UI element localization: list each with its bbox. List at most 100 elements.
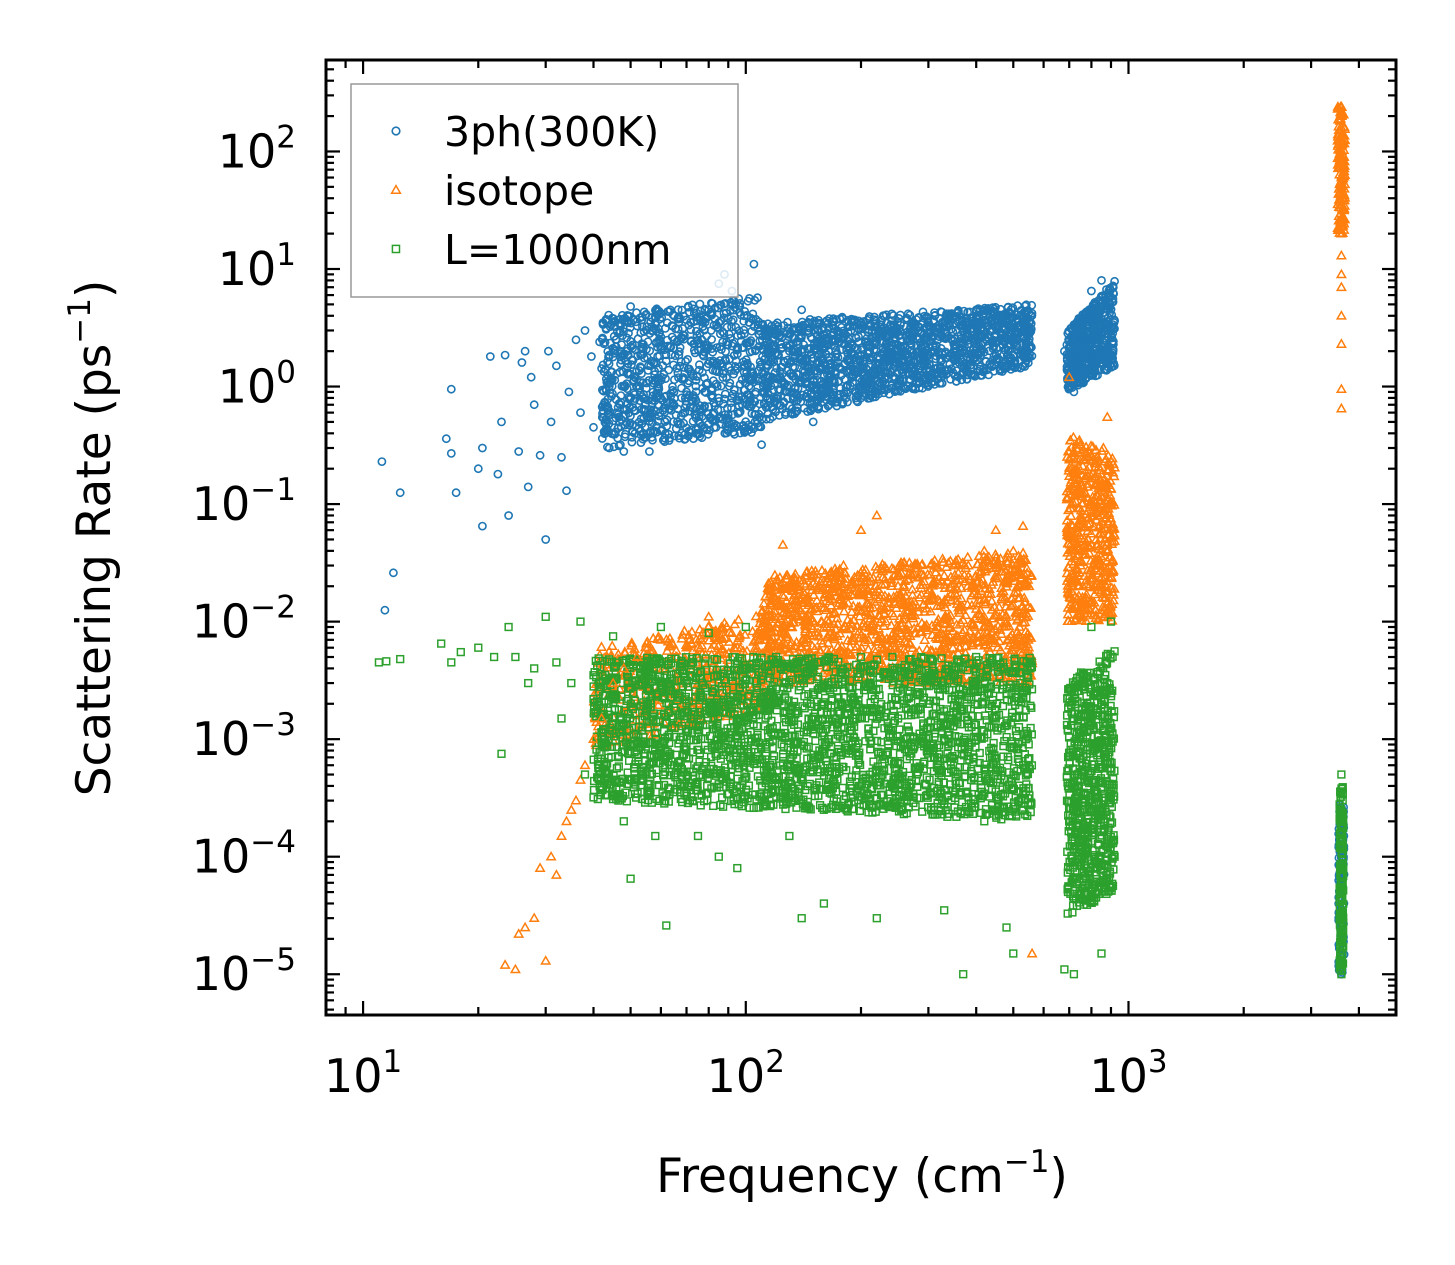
- isotope-cloud-point: [895, 620, 907, 630]
- isotope-cloud-point: [1071, 527, 1083, 537]
- isotope-cloud-point: [974, 604, 986, 615]
- isotope-cloud-point: [926, 578, 938, 589]
- isotope-cloud-point: [823, 615, 835, 626]
- isotope-cloud-point: [1063, 572, 1075, 582]
- isotope-cloud-point: [749, 634, 761, 645]
- isotope-cloud-point: [751, 642, 763, 653]
- isotope-cloud-point: [799, 625, 811, 636]
- isotope-cloud-point: [1338, 162, 1350, 173]
- isotope-cloud-point: [811, 594, 823, 605]
- isotope-cloud-point: [993, 601, 1005, 612]
- isotope-cloud-point: [815, 597, 827, 608]
- isotope-cloud-point: [1083, 547, 1095, 558]
- isotope-cloud-point: [1006, 592, 1017, 602]
- isotope-cloud-point: [886, 580, 898, 590]
- isotope-cloud-point: [1072, 488, 1084, 498]
- isotope-cloud-point: [999, 565, 1011, 576]
- isotope-cloud-point: [1064, 434, 1076, 445]
- isotope-cloud-point: [998, 672, 1009, 682]
- isotope-cloud-point: [1018, 592, 1030, 602]
- isotope-cloud-point: [696, 639, 708, 650]
- isotope-cloud-point: [596, 641, 607, 651]
- isotope-cloud-point: [766, 595, 777, 605]
- isotope-cloud-point: [862, 643, 874, 654]
- isotope-cloud-point: [942, 648, 954, 659]
- isotope-cloud-point: [1093, 528, 1105, 539]
- isotope-cloud-point: [937, 556, 949, 567]
- isotope-cloud-point: [1001, 575, 1013, 586]
- isotope-cloud-point: [763, 643, 774, 654]
- isotope-cloud-point: [790, 607, 802, 618]
- isotope-cloud-point: [1106, 582, 1118, 592]
- isotope-cloud-point: [1096, 468, 1108, 479]
- isotope-cloud-point: [962, 551, 974, 562]
- isotope-cloud-point: [837, 646, 849, 656]
- isotope-cloud-point: [748, 636, 760, 646]
- isotope-cloud-point: [1014, 646, 1026, 656]
- isotope-cloud-point: [626, 640, 638, 650]
- isotope-cloud-point: [1010, 610, 1022, 621]
- isotope-cloud-point: [1025, 602, 1037, 613]
- isotope-cloud-point: [952, 553, 964, 564]
- isotope-cloud-point: [1066, 577, 1078, 588]
- isotope-cloud-point: [1097, 601, 1109, 611]
- isotope-cloud-point: [901, 606, 913, 616]
- isotope-cloud-point: [768, 605, 780, 616]
- isotope-cloud-point: [876, 579, 888, 589]
- isotope-cloud-point: [780, 639, 792, 649]
- isotope-cloud-point: [839, 620, 851, 631]
- isotope-cloud-point: [1064, 550, 1076, 561]
- isotope-cloud-point: [1061, 567, 1073, 578]
- isotope-cloud-point: [842, 614, 854, 624]
- isotope-cloud-point: [983, 555, 995, 565]
- isotope-cloud-point: [1107, 458, 1119, 468]
- isotope-cloud-point: [765, 610, 777, 620]
- isotope-cloud-point: [1103, 572, 1115, 583]
- isotope-cloud-point: [980, 638, 992, 649]
- isotope-cloud-point: [1085, 495, 1097, 506]
- isotope-cloud-point: [1013, 604, 1024, 615]
- isotope-cloud-point: [956, 626, 968, 637]
- isotope-cloud-point: [1102, 529, 1114, 539]
- isotope-cloud-point: [777, 589, 788, 600]
- isotope-cloud-point: [945, 588, 957, 599]
- isotope-cloud-point: [796, 641, 808, 651]
- isotope-cloud-point: [1062, 615, 1074, 625]
- isotope-cloud-point: [776, 579, 788, 590]
- isotope-cloud-point: [850, 578, 862, 588]
- isotope-cloud-point: [894, 635, 906, 646]
- isotope-cloud-point: [873, 622, 885, 633]
- isotope-cloud-point: [1093, 543, 1105, 553]
- isotope-cloud-point: [806, 640, 818, 650]
- isotope-cloud-point: [1019, 640, 1031, 650]
- isotope-cloud-point: [881, 601, 893, 611]
- isotope-cloud-point: [723, 636, 735, 646]
- isotope-cloud-point: [1098, 588, 1110, 598]
- isotope-cloud-point: [1098, 561, 1110, 571]
- isotope-cloud-point: [943, 622, 955, 633]
- isotope-cloud-point: [1003, 648, 1015, 658]
- isotope-cloud-point: [926, 588, 937, 598]
- isotope-cloud-point: [808, 589, 820, 600]
- isotope-cloud-point: [896, 559, 908, 570]
- isotope-cloud-point: [954, 617, 966, 627]
- isotope-cloud-point: [1335, 110, 1347, 120]
- isotope-cloud-point: [872, 573, 884, 584]
- isotope-cloud-point: [900, 624, 912, 634]
- isotope-cloud-point: [938, 569, 950, 580]
- isotope-cloud-point: [905, 601, 917, 612]
- isotope-cloud-point: [1085, 562, 1097, 573]
- isotope-cloud-point: [1101, 554, 1113, 565]
- isotope-cloud-point: [1102, 543, 1114, 554]
- isotope-cloud-point: [976, 573, 988, 584]
- isotope-cloud-point: [1338, 170, 1350, 181]
- isotope-cloud-point: [847, 600, 859, 610]
- isotope-cloud-point: [1081, 464, 1093, 474]
- isotope-cloud-point: [1094, 556, 1106, 566]
- isotope-cloud-point: [1075, 514, 1087, 525]
- isotope-cloud-point: [1087, 440, 1099, 451]
- isotope-cloud-point: [1090, 533, 1102, 544]
- isotope-cloud-point: [1074, 600, 1086, 611]
- isotope-cloud-point: [1076, 611, 1088, 622]
- isotope-cloud-point: [1095, 515, 1107, 526]
